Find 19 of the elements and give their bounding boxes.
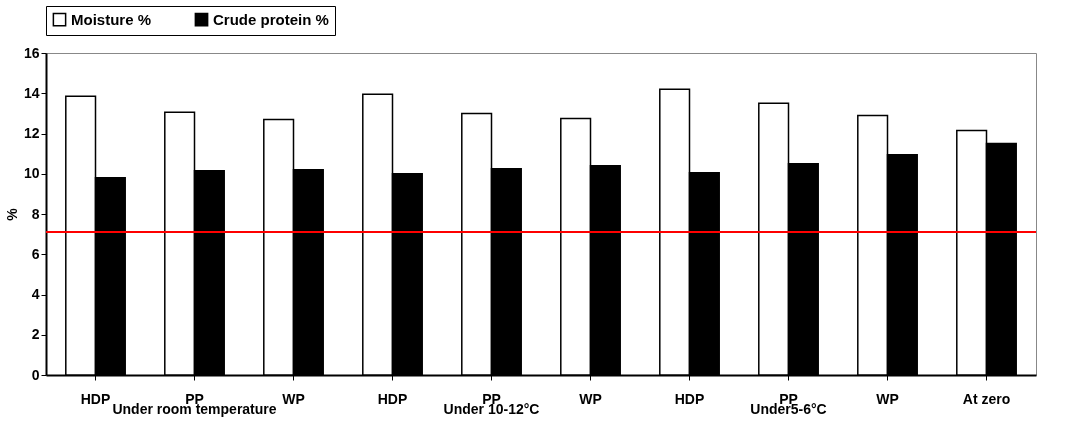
x-tick-label: HDP [377, 390, 408, 407]
y-tick-label: 12 [23, 125, 40, 141]
y-tick-label: 0 [31, 366, 40, 383]
x-tick-label: At zero [962, 390, 1011, 407]
x-tick-label: HDP [674, 390, 705, 407]
y-tick-label: 16 [23, 44, 40, 61]
legend-label: Crude protein % [213, 10, 329, 28]
x-tick-label: WP [876, 390, 899, 407]
y-tick-label: 10 [23, 165, 40, 182]
y-tick-label: 4 [31, 286, 40, 302]
x-tick-label: WP [579, 390, 602, 407]
y-tick-label: 6 [31, 245, 40, 262]
y-tick-label: 8 [31, 205, 40, 222]
x-tick-label: HDP [80, 390, 111, 407]
x-tick-label: WP [282, 390, 305, 407]
y-axis-title: % [3, 207, 20, 221]
y-tick-label: 14 [23, 84, 40, 101]
legend-label: Moisture % [71, 10, 152, 28]
y-tick-label: 2 [31, 326, 40, 343]
